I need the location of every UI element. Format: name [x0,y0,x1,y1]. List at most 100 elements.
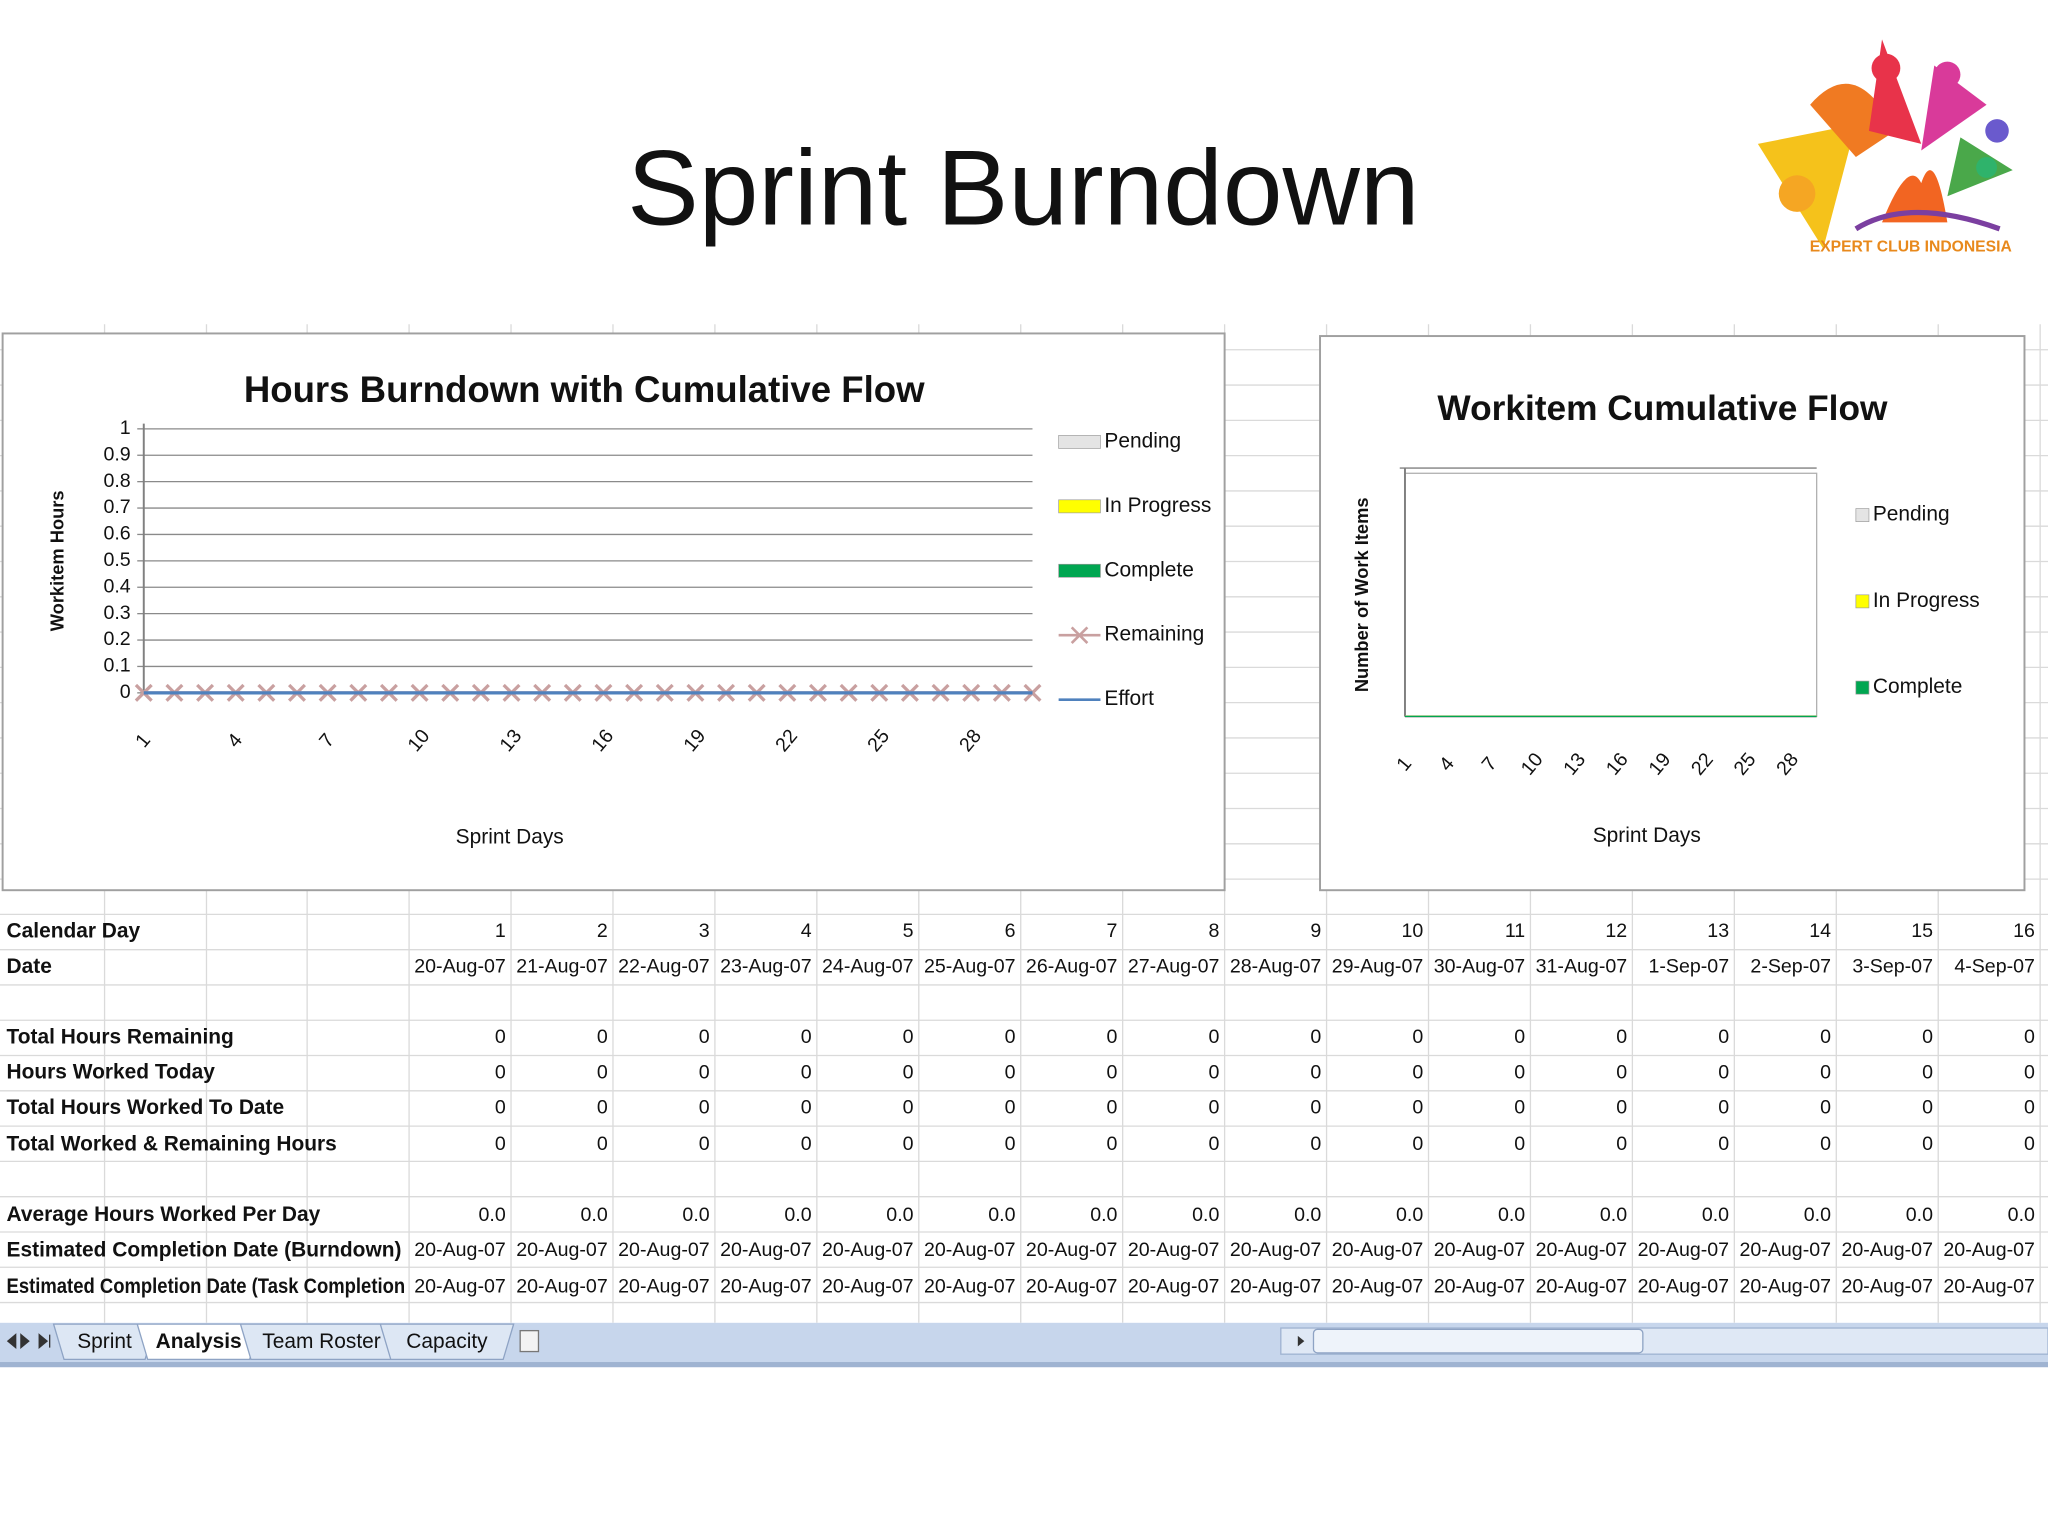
cell: 0 [1820,1026,1831,1048]
cell: 4-Sep-07 [1954,955,2035,977]
cell: 27-Aug-07 [1128,955,1220,977]
cell: 0 [1922,1061,1933,1083]
cell: 0 [1718,1026,1729,1048]
cell: 0 [1820,1061,1831,1083]
new-sheet-icon [519,1329,540,1353]
sheet-tab-label[interactable]: Sprint [77,1330,132,1353]
cell: 0 [1616,1133,1627,1155]
cell: 0 [1208,1061,1219,1083]
cell: 20-Aug-07 [1740,1276,1832,1298]
cell: 20-Aug-07 [1230,1276,1322,1298]
cell: 20-Aug-07 [516,1239,608,1261]
cell: 20-Aug-07 [516,1276,608,1298]
row-label: Calendar Day [7,920,141,943]
row-label: Estimated Completion Date (Task Completi… [7,1275,406,1298]
cell: 0 [495,1026,506,1048]
y-tick-label: 0.7 [103,496,130,518]
cell: 0 [1514,1061,1525,1083]
logo-text: EXPERT CLUB INDONESIA [1810,238,2012,255]
cell: 0 [1310,1026,1321,1048]
cell: 0 [1107,1061,1118,1083]
cell: 0 [801,1026,812,1048]
legend-label: In Progress [1104,494,1211,517]
cell: 0 [495,1133,506,1155]
legend-marker [1070,626,1089,644]
cell: 0.0 [1294,1204,1321,1226]
cell: 20-Aug-07 [1943,1239,2035,1261]
cell: 0 [2024,1097,2035,1119]
chart-area [1,332,1226,892]
cell: 0.0 [682,1204,709,1226]
legend-label: Pending [1104,429,1181,452]
cell: 0 [1718,1061,1729,1083]
cell: 0.0 [2008,1204,2035,1226]
cell: 0 [1005,1097,1016,1119]
row-label: Total Hours Worked To Date [7,1096,285,1119]
cell: 0 [1412,1097,1423,1119]
cell: 0 [597,1061,608,1083]
cell: 21-Aug-07 [516,955,608,977]
cell: 0 [1208,1097,1219,1119]
cell: 0.0 [1396,1204,1423,1226]
cell: 10 [1401,920,1423,942]
cell: 0 [2024,1133,2035,1155]
cell: 0 [699,1133,710,1155]
cell: 0 [1107,1097,1118,1119]
y-axis-title: Workitem Hours [47,490,68,631]
cell: 15 [1911,920,1933,942]
cell: 2 [597,920,608,942]
sheet-tab[interactable] [52,1323,157,1361]
cell: 24-Aug-07 [822,955,914,977]
legend-swatch [1058,499,1101,514]
cell: 20-Aug-07 [1026,1276,1118,1298]
cell: 1 [495,920,506,942]
cell: 0.0 [988,1204,1015,1226]
logo-shape [1934,61,1961,88]
cell: 13 [1707,920,1729,942]
cell: 20-Aug-07 [414,1276,506,1298]
row-label: Estimated Completion Date (Burndown) [7,1238,402,1261]
nav-arrows [6,1333,51,1350]
sheet-tab-label[interactable]: Analysis [156,1330,242,1353]
scroll-thumb [1312,1328,1644,1354]
cell: 20-Aug-07 [720,1276,812,1298]
cell: 0.0 [580,1204,607,1226]
row-label: Total Worked & Remaining Hours [7,1133,337,1156]
cell: 29-Aug-07 [1332,955,1424,977]
cell: 9 [1310,920,1321,942]
cell: 0 [699,1097,710,1119]
y-tick-label: 0.4 [103,575,130,597]
cell: 22-Aug-07 [618,955,710,977]
sheet-tab-label[interactable]: Team Roster [262,1330,381,1353]
y-tick-label: 0.6 [103,523,130,545]
x-axis-title: Sprint Days [456,825,564,848]
legend-swatch [1855,594,1870,609]
cell: 20-Aug-07 [1943,1276,2035,1298]
sheet-tab-label[interactable]: Capacity [406,1330,488,1353]
legend-swatch [1855,508,1870,522]
y-tick-label: 0 [120,681,131,703]
cell: 0 [1514,1133,1525,1155]
cell: 0 [597,1026,608,1048]
cell: 0 [1005,1061,1016,1083]
cell: 6 [1005,920,1016,942]
cell: 16 [2013,920,2035,942]
cell: 0 [801,1061,812,1083]
cell: 0 [1616,1061,1627,1083]
cell: 20-Aug-07 [1332,1276,1424,1298]
sheet-tab[interactable] [379,1323,515,1361]
cell: 0 [597,1097,608,1119]
cell: 14 [1809,920,1831,942]
cell: 0.0 [886,1204,913,1226]
cell: 0.0 [1192,1204,1219,1226]
cell: 0 [1616,1026,1627,1048]
legend-swatch [1855,680,1870,695]
x-axis-title: Sprint Days [1593,824,1701,847]
y-tick-label: 0.1 [103,655,130,677]
chart-title: Hours Burndown with Cumulative Flow [244,369,925,410]
cell: 3-Sep-07 [1852,955,1933,977]
cell: 20-Aug-07 [1841,1276,1933,1298]
cell: 3 [699,920,710,942]
sheet-tab[interactable] [136,1323,261,1361]
